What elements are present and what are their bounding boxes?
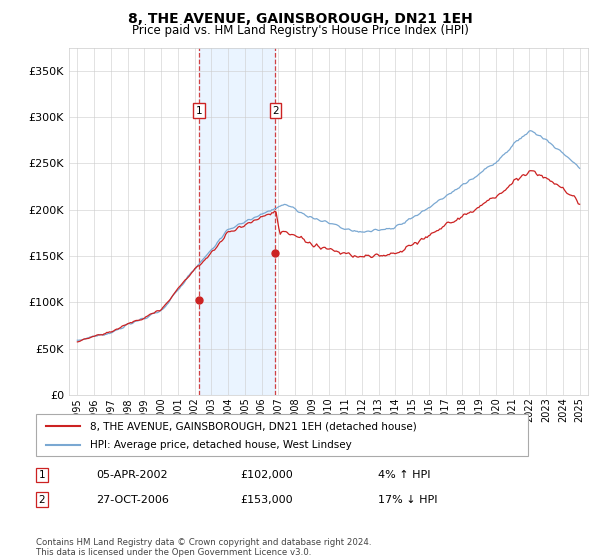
Text: £102,000: £102,000 xyxy=(240,470,293,480)
Text: 17% ↓ HPI: 17% ↓ HPI xyxy=(378,494,437,505)
Text: 27-OCT-2006: 27-OCT-2006 xyxy=(96,494,169,505)
Text: 1: 1 xyxy=(38,470,46,480)
Text: Contains HM Land Registry data © Crown copyright and database right 2024.
This d: Contains HM Land Registry data © Crown c… xyxy=(36,538,371,557)
Bar xyxy=(199,48,275,395)
Text: 8, THE AVENUE, GAINSBOROUGH, DN21 1EH (detached house): 8, THE AVENUE, GAINSBOROUGH, DN21 1EH (d… xyxy=(90,421,417,431)
Text: 2: 2 xyxy=(272,105,279,115)
Text: 05-APR-2002: 05-APR-2002 xyxy=(96,470,167,480)
Text: 2: 2 xyxy=(38,494,46,505)
Text: 4% ↑ HPI: 4% ↑ HPI xyxy=(378,470,431,480)
Text: 1: 1 xyxy=(196,105,202,115)
Text: Price paid vs. HM Land Registry's House Price Index (HPI): Price paid vs. HM Land Registry's House … xyxy=(131,24,469,36)
Text: 8, THE AVENUE, GAINSBOROUGH, DN21 1EH: 8, THE AVENUE, GAINSBOROUGH, DN21 1EH xyxy=(128,12,472,26)
FancyBboxPatch shape xyxy=(36,414,528,456)
Text: HPI: Average price, detached house, West Lindsey: HPI: Average price, detached house, West… xyxy=(90,440,352,450)
Text: £153,000: £153,000 xyxy=(240,494,293,505)
